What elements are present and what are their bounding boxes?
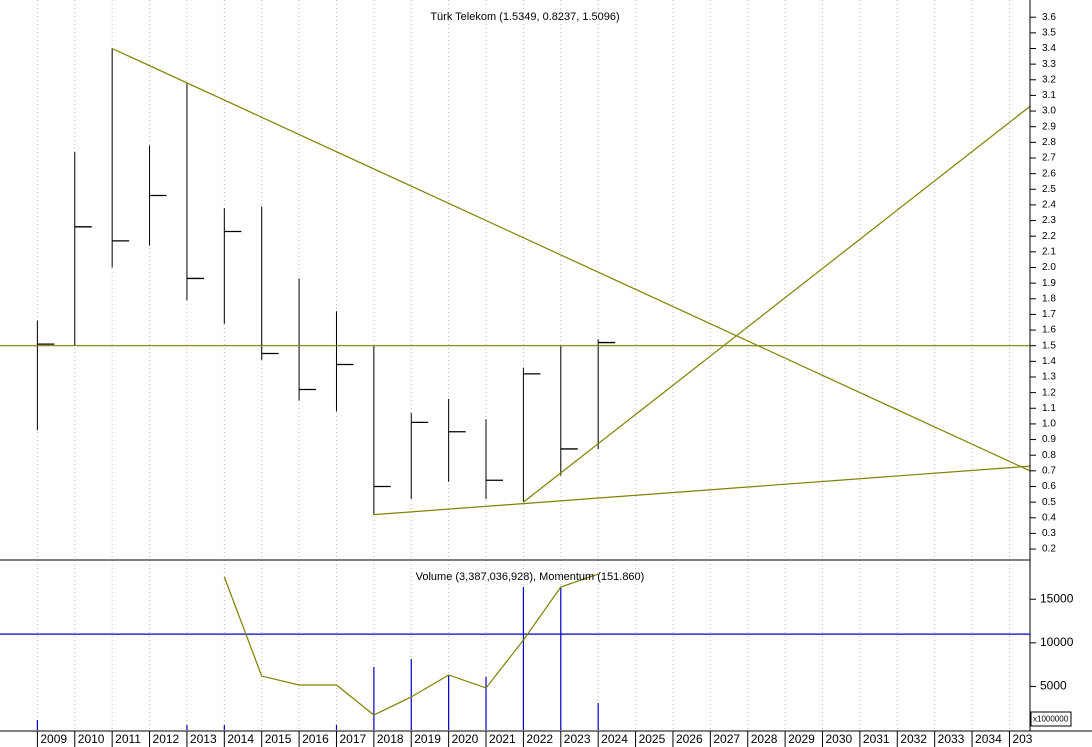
- y-tick-label: 0.8: [1042, 450, 1056, 461]
- x-tick-label: 2022: [526, 732, 553, 746]
- y-tick-label: 3.2: [1042, 74, 1056, 85]
- y-tick-label: 0.5: [1042, 497, 1056, 508]
- y-tick-label: 0.4: [1042, 512, 1056, 523]
- x-tick-label: 2024: [601, 732, 628, 746]
- y-tick-label: 1.7: [1042, 309, 1056, 320]
- x-tick-label: 2020: [452, 732, 479, 746]
- y-tick-label: 0.3: [1042, 528, 1056, 539]
- y-tick-label: 2.6: [1042, 168, 1056, 179]
- price-title: Türk Telekom (1.5349, 0.8237, 1.5096): [430, 11, 619, 23]
- x-tick-label: 2032: [900, 732, 927, 746]
- x-tick-label: 2019: [414, 732, 441, 746]
- y-tick-label: 0.2: [1042, 544, 1056, 555]
- x-tick-label: 2026: [676, 732, 703, 746]
- x-tick-label: 2025: [639, 732, 666, 746]
- trend-line: [111, 47, 1031, 472]
- y-tick-label: 3.3: [1042, 59, 1056, 70]
- y-tick-label: 5000: [1040, 679, 1067, 693]
- y-tick-label: 2.3: [1042, 215, 1056, 226]
- y-tick-label: 1.9: [1042, 278, 1056, 289]
- x-tick-label: 2030: [826, 732, 853, 746]
- y-tick-label: 3.5: [1042, 27, 1056, 38]
- x-tick-label: 2023: [564, 732, 591, 746]
- y-tick-label: 3.0: [1042, 106, 1056, 117]
- x-tick-label: 2017: [339, 732, 366, 746]
- x-tick-label: 2029: [788, 732, 815, 746]
- x-tick-label: 2027: [713, 732, 740, 746]
- y-tick-label: 1.3: [1042, 372, 1056, 383]
- y-tick-label: 0.9: [1042, 434, 1056, 445]
- y-tick-label: 15000: [1040, 591, 1074, 605]
- y-tick-label: 2.7: [1042, 153, 1056, 164]
- y-tick-label: 0.6: [1042, 481, 1056, 492]
- y-tick-label: 3.1: [1042, 90, 1056, 101]
- volume-title: Volume (3,387,036,928), Momentum (151.86…: [416, 571, 645, 583]
- y-tick-label: 2.4: [1042, 200, 1056, 211]
- x-tick-label: 203: [1012, 732, 1032, 746]
- x-tick-label: 2015: [265, 732, 292, 746]
- y-tick-label: 2.5: [1042, 184, 1056, 195]
- y-tick-label: 3.6: [1042, 12, 1056, 23]
- y-tick-label: 2.2: [1042, 231, 1056, 242]
- x-tick-label: 2031: [863, 732, 890, 746]
- x-tick-label: 2012: [153, 732, 180, 746]
- x-tick-label: 2018: [377, 732, 404, 746]
- y-tick-label: 1.5: [1042, 340, 1056, 351]
- x-tick-label: 2014: [227, 732, 254, 746]
- y-tick-label: 2.8: [1042, 137, 1056, 148]
- trend-line: [523, 105, 1031, 503]
- y-tick-label: 1.2: [1042, 387, 1056, 398]
- x-tick-label: 2011: [115, 732, 141, 746]
- y-tick-label: 2.1: [1042, 246, 1056, 257]
- x-tick-label: 2021: [489, 732, 516, 746]
- unit-label: x1000000: [1033, 715, 1069, 724]
- x-tick-label: 2016: [302, 732, 329, 746]
- y-tick-label: 1.4: [1042, 356, 1056, 367]
- x-tick-label: 2034: [975, 732, 1002, 746]
- momentum-line: [223, 573, 599, 716]
- y-tick-label: 1.1: [1042, 403, 1056, 414]
- y-tick-label: 1.0: [1042, 419, 1056, 430]
- x-tick-label: 2028: [751, 732, 778, 746]
- trend-line: [373, 465, 1031, 516]
- x-tick-label: 2013: [190, 732, 217, 746]
- y-tick-label: 1.6: [1042, 325, 1056, 336]
- x-tick-label: 2033: [938, 732, 965, 746]
- y-tick-label: 0.7: [1042, 465, 1056, 476]
- x-tick-label: 2009: [40, 732, 67, 746]
- y-tick-label: 3.4: [1042, 43, 1056, 54]
- y-tick-label: 2.9: [1042, 121, 1056, 132]
- x-tick-label: 2010: [78, 732, 105, 746]
- unit-box: [1030, 711, 1072, 727]
- y-tick-label: 10000: [1040, 635, 1074, 649]
- y-tick-label: 1.8: [1042, 293, 1056, 304]
- y-tick-label: 2.0: [1042, 262, 1056, 273]
